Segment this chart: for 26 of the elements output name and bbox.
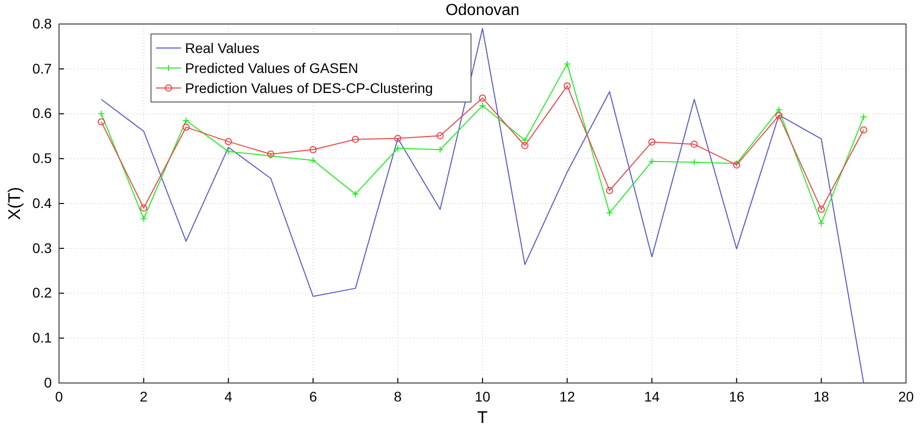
legend-label: Predicted Values of GASEN [185, 60, 358, 76]
x-tick-label: 2 [140, 388, 148, 404]
y-tick-label: 0.2 [32, 284, 52, 301]
y-tick-label: 0.1 [32, 330, 52, 346]
y-tick-label: 0.8 [32, 15, 52, 32]
x-tick-label: 0 [55, 388, 64, 404]
y-tick-label: 0.3 [32, 240, 52, 256]
x-tick-label: 14 [644, 388, 660, 404]
y-tick-label: 0.4 [32, 194, 52, 211]
x-axis-title: T [477, 408, 488, 427]
x-tick-label: 6 [309, 388, 318, 404]
legend-label: Prediction Values of DES-CP-Clustering [185, 80, 433, 96]
x-tick-label: 12 [559, 388, 576, 404]
y-tick-label: 0 [44, 374, 52, 390]
legend-label: Real Values [185, 40, 260, 56]
x-tick-label: 16 [728, 388, 745, 404]
y-tick-label: 0.5 [32, 150, 52, 166]
x-tick-label: 18 [814, 388, 830, 404]
chart-title: Odonovan [446, 2, 520, 19]
x-tick-label: 4 [224, 388, 232, 404]
y-tick-label: 0.7 [32, 60, 52, 76]
x-tick-label: 10 [474, 388, 490, 404]
y-tick-label: 0.6 [32, 105, 52, 122]
x-tick-label: 8 [394, 388, 402, 404]
x-tick-label: 20 [898, 388, 914, 404]
y-axis-title: X(T) [5, 186, 24, 220]
